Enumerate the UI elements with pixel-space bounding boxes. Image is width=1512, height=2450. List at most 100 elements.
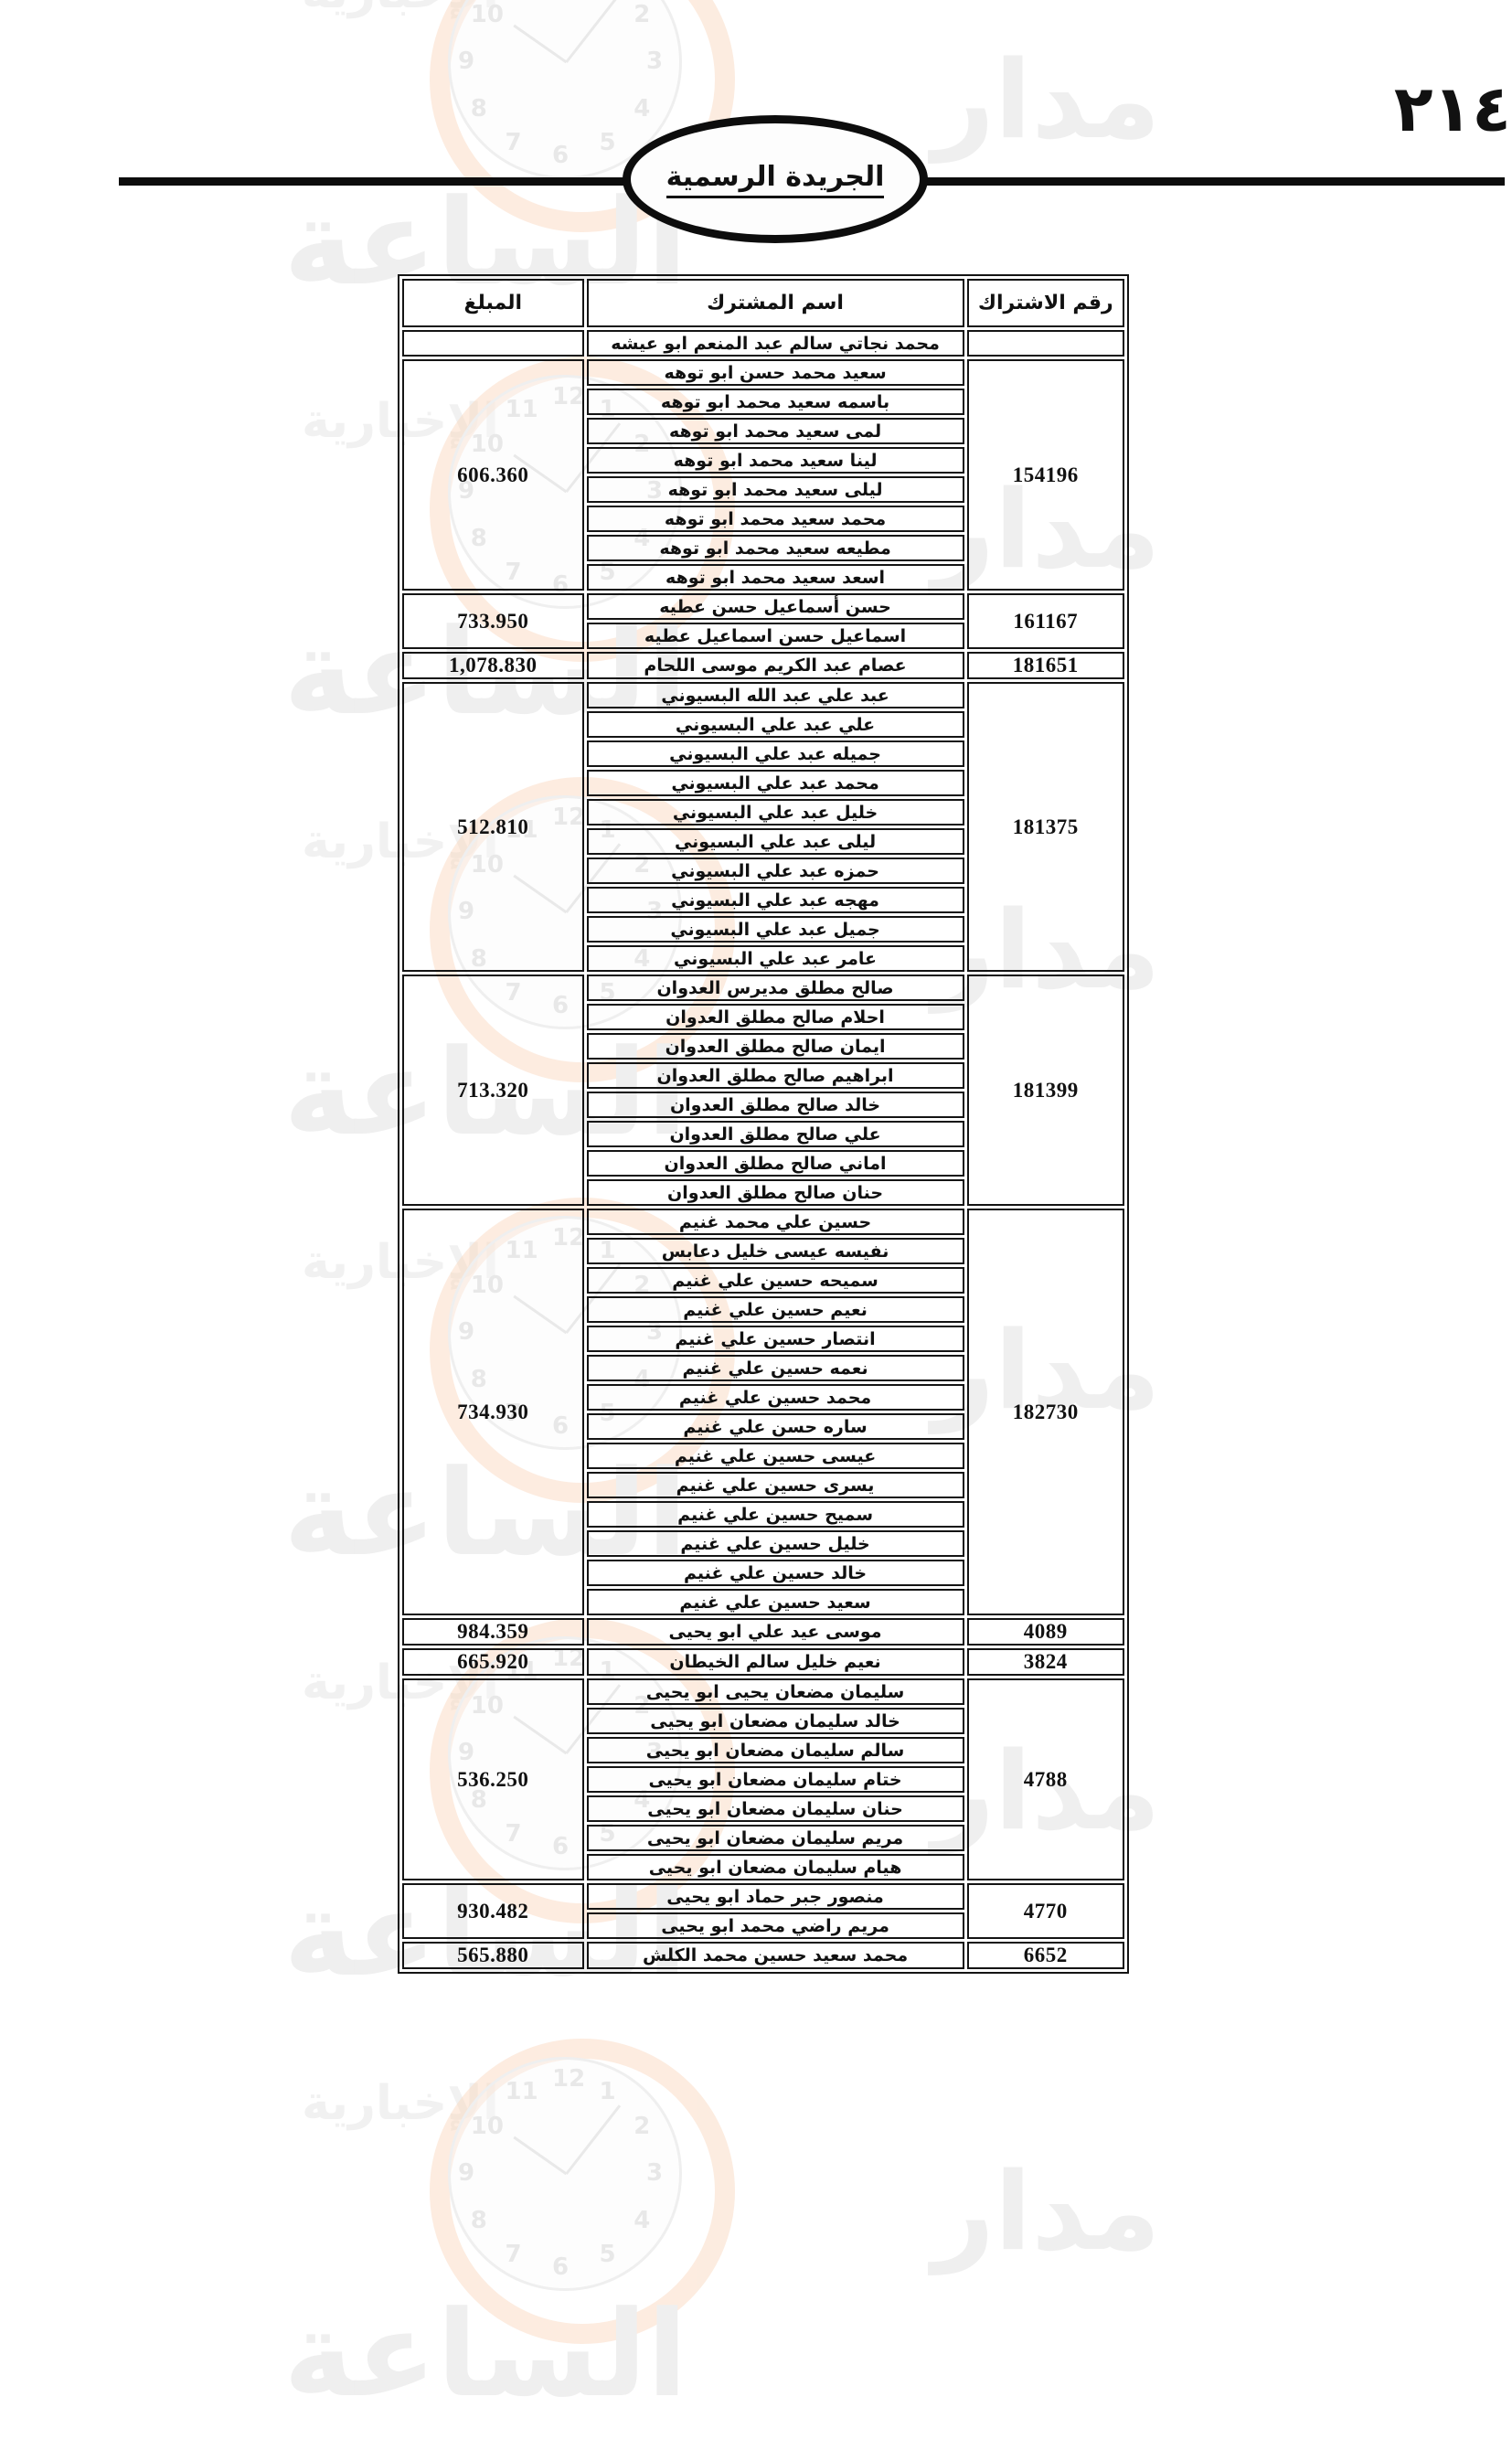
clock-numeral: 9 [458, 48, 475, 75]
clock-numeral: 3 [646, 48, 664, 75]
watermark-word-ikhbariya: الإخبارية [302, 0, 499, 16]
column-header-amount: المبلغ [402, 279, 584, 327]
table-row: ختام سليمان مضعان ابو يحيى [402, 1766, 1124, 1793]
column-header-subscriber-name: اسم المشترك [586, 279, 964, 327]
table-row: محمد نجاتي سالم عبد المنعم ابو عيشه [402, 330, 1124, 357]
clock-numeral: 5 [599, 2241, 616, 2269]
subscribers-table: رقم الاشتراك اسم المشترك المبلغ محمد نجا… [398, 274, 1129, 1974]
subscription-number-cell: 161167 [966, 593, 1124, 649]
table-row: 181399 صالح مطلق مديرس العدوان 713.320 [402, 975, 1124, 1206]
amount-cell: 665.920 [402, 1648, 584, 1676]
clock-hand [513, 24, 568, 64]
subscription-number-cell: 3824 [966, 1648, 1124, 1676]
subscription-number-cell: 181375 [966, 682, 1124, 972]
subscriber-name-cell: اماني صالح مطلق العدوان [586, 1150, 964, 1177]
subscriber-name-cell: اسماعيل حسن اسماعيل عطيه [586, 623, 964, 649]
table-row: مطيعه سعيد محمد ابو توهه [402, 535, 1124, 561]
subscriber-name-cell: محمد حسين علي غنيم [586, 1384, 964, 1411]
subscriber-name-cell: عصام عبد الكريم موسى اللحام [586, 652, 964, 679]
subscriber-name-cell: جميل عبد علي البسيوني [586, 916, 964, 943]
table-row: خالد صالح مطلق العدوان [402, 1092, 1124, 1118]
table-row: سعيد حسين علي غنيم [402, 1589, 1124, 1615]
subscription-number-cell: 154196 [966, 359, 1124, 591]
subscriber-name-cell: حسن أسماعيل حسن عطيه [586, 593, 964, 620]
amount-cell: 512.810 [402, 682, 584, 972]
subscriber-name-cell: سعيد محمد حسن ابو توهه [586, 359, 964, 386]
subscriber-name-cell: عيسى حسين علي غنيم [586, 1443, 964, 1469]
table-row: 154196 سعيد محمد حسن ابو توهه 606.360 [402, 359, 1124, 591]
subscriber-name-cell: يسرى حسين علي غنيم [586, 1472, 964, 1498]
amount-cell: 536.250 [402, 1678, 584, 1880]
subscriber-name-cell: سميح حسين علي غنيم [586, 1501, 964, 1528]
clock-numeral: 3 [646, 2159, 664, 2187]
clock-hand [513, 2136, 568, 2176]
column-header-subscription-number: رقم الاشتراك [966, 279, 1124, 327]
table-row: خليل حسين علي غنيم [402, 1530, 1124, 1557]
table-row: يسرى حسين علي غنيم [402, 1472, 1124, 1498]
subscriber-name-cell: حسين علي محمد غنيم [586, 1209, 964, 1235]
subscription-number-cell: 182730 [966, 1209, 1124, 1615]
subscriber-name-cell: نعيم خليل سالم الخيطان [586, 1648, 964, 1676]
subscriber-name-cell: محمد سعيد محمد ابو توهه [586, 506, 964, 532]
table-row: 4788 سليمان مضعان يحيى ابو يحيى 536.250 [402, 1678, 1124, 1880]
subscription-number-cell: 4089 [966, 1618, 1124, 1646]
subscriber-name-cell: انتصار حسين علي غنيم [586, 1326, 964, 1352]
subscriber-name-cell: ساره حسن علي غنيم [586, 1413, 964, 1440]
table-row: 181651 عصام عبد الكريم موسى اللحام 1,078.8… [402, 652, 1124, 679]
subscriber-name-cell: نعيم حسين علي غنيم [586, 1296, 964, 1323]
table-row: مريم راضي محمد ابو يحيى [402, 1912, 1124, 1939]
table-row: علي صالح مطلق العدوان [402, 1121, 1124, 1147]
table-row: عامر عبد علي البسيوني [402, 945, 1124, 972]
table-row: نفيسه عيسى خليل دعابس [402, 1238, 1124, 1264]
table-row: انتصار حسين علي غنيم [402, 1326, 1124, 1352]
clock-ring [430, 2039, 735, 2344]
table-row: جميله عبد علي البسيوني [402, 740, 1124, 767]
subscriber-name-cell: لمى سعيد محمد ابو توهه [586, 418, 964, 444]
subscriber-name-cell: علي صالح مطلق العدوان [586, 1121, 964, 1147]
subscriber-name-cell: خالد حسين علي غنيم [586, 1560, 964, 1586]
subscriber-name-cell: محمد نجاتي سالم عبد المنعم ابو عيشه [586, 330, 964, 357]
clock-numeral: 2 [634, 2112, 651, 2140]
table-row: حنان سليمان مضعان ابو يحيى [402, 1795, 1124, 1822]
clock-numeral: 7 [505, 2241, 522, 2269]
subscription-number-cell: 4770 [966, 1883, 1124, 1939]
clock-numeral: 8 [470, 2206, 487, 2234]
amount-cell: 565.880 [402, 1942, 584, 1969]
subscriber-name-cell: باسمه سعيد محمد ابو توهه [586, 389, 964, 415]
subscriber-name-cell: ليلى عبد علي البسيوني [586, 828, 964, 855]
table-row: علي عبد علي البسيوني [402, 711, 1124, 738]
table-row: اسعد سعيد محمد ابو توهه [402, 564, 1124, 591]
subscriber-name-cell: سالم سليمان مضعان ابو يحيى [586, 1737, 964, 1763]
subscriber-name-cell: مريم سليمان مضعان ابو يحيى [586, 1825, 964, 1851]
clock-numeral: 1 [599, 2077, 616, 2105]
table-row: سميح حسين علي غنيم [402, 1501, 1124, 1528]
subscriber-name-cell: هيام سليمان مضعان ابو يحيى [586, 1854, 964, 1880]
watermark-word-madar: مدار [932, 37, 1161, 163]
page-number: ٢١٤ [1393, 71, 1511, 146]
watermark-word-madar: مدار [932, 2148, 1161, 2274]
table-row: 181375 عبد علي عبد الله البسيوني 512.810 [402, 682, 1124, 972]
subscriber-name-cell: خالد صالح مطلق العدوان [586, 1092, 964, 1118]
subscriber-name-cell: منصور جبر حماد ابو يحيى [586, 1883, 964, 1910]
table-row: 182730 حسين علي محمد غنيم 734.930 [402, 1209, 1124, 1615]
subscribers-table-body: محمد نجاتي سالم عبد المنعم ابو عيشه 15419… [402, 330, 1124, 1969]
table-row: مريم سليمان مضعان ابو يحيى [402, 1825, 1124, 1851]
subscriber-name-cell: مهجه عبد علي البسيوني [586, 887, 964, 913]
clock-numeral: 9 [458, 2159, 475, 2187]
subscriber-name-cell: علي عبد علي البسيوني [586, 711, 964, 738]
table-row: اماني صالح مطلق العدوان [402, 1150, 1124, 1177]
table-row: هيام سليمان مضعان ابو يحيى [402, 1854, 1124, 1880]
subscriber-name-cell: محمد سعيد حسين محمد الكلش [586, 1942, 964, 1969]
clock-hand [565, 2104, 622, 2175]
subscription-number-cell: 181399 [966, 975, 1124, 1206]
clock-numeral: 10 [470, 2112, 504, 2140]
subscriber-name-cell: موسى عيد علي ابو يحيى [586, 1618, 964, 1646]
table-row: اسماعيل حسن اسماعيل عطيه [402, 623, 1124, 649]
subscriber-name-cell: ختام سليمان مضعان ابو يحيى [586, 1766, 964, 1793]
header-rule-left [119, 177, 627, 186]
table-row: محمد سعيد محمد ابو توهه [402, 506, 1124, 532]
amount-cell: 606.360 [402, 359, 584, 591]
subscriber-name-cell: عامر عبد علي البسيوني [586, 945, 964, 972]
subscriber-name-cell: محمد عبد علي البسيوني [586, 770, 964, 796]
